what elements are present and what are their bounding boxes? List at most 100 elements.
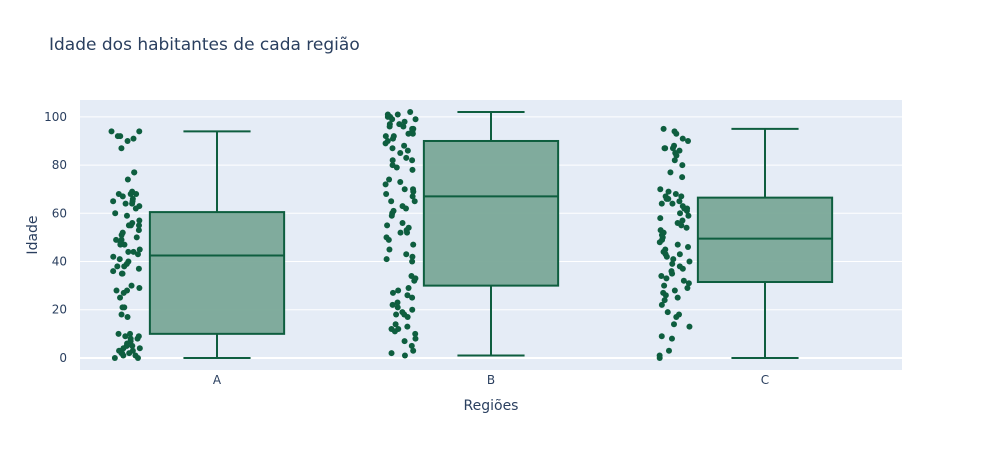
box-iqr: [696, 196, 834, 284]
x-tick-label: A: [213, 373, 222, 387]
data-point: [412, 335, 419, 342]
data-point: [118, 270, 125, 277]
data-point: [409, 258, 416, 265]
data-point: [671, 157, 678, 164]
box-C: [696, 127, 834, 359]
data-point: [129, 342, 136, 349]
data-point: [389, 157, 396, 164]
data-point: [676, 251, 683, 258]
data-point: [402, 205, 409, 212]
data-point: [676, 198, 683, 205]
data-point: [110, 268, 117, 275]
data-point: [686, 258, 693, 265]
data-point: [679, 162, 686, 169]
data-point: [661, 297, 668, 304]
data-point: [136, 128, 143, 135]
data-point: [130, 248, 137, 255]
data-point: [686, 323, 693, 330]
data-point: [119, 193, 126, 200]
data-point: [407, 109, 414, 116]
data-point: [401, 142, 408, 149]
data-point: [658, 333, 665, 340]
jitter-points: [108, 109, 693, 361]
data-point: [392, 321, 399, 328]
data-point: [113, 236, 120, 243]
data-point: [386, 246, 393, 253]
box-A: [148, 130, 286, 359]
data-point: [404, 313, 411, 320]
data-point: [674, 294, 681, 301]
data-point: [409, 157, 416, 164]
data-point: [383, 191, 390, 198]
data-point: [664, 309, 671, 316]
data-point: [679, 174, 686, 181]
data-point: [672, 191, 679, 198]
data-point: [110, 198, 117, 205]
data-point: [394, 299, 401, 306]
data-point: [405, 285, 412, 292]
data-point: [669, 200, 676, 207]
boxes: [148, 111, 834, 359]
data-point: [389, 289, 396, 296]
data-point: [385, 236, 392, 243]
data-point: [679, 217, 686, 224]
box-iqr: [148, 211, 286, 335]
data-point: [656, 354, 663, 361]
data-point: [685, 280, 692, 287]
data-point: [397, 229, 404, 236]
data-point: [127, 191, 134, 198]
data-point: [678, 193, 685, 200]
data-point: [113, 287, 120, 294]
data-point: [135, 222, 142, 229]
data-point: [135, 265, 142, 272]
data-point: [661, 282, 668, 289]
data-point: [121, 304, 128, 311]
data-point: [405, 130, 412, 137]
data-point: [394, 304, 401, 311]
data-point: [657, 215, 664, 222]
data-point: [401, 186, 408, 193]
data-point: [389, 301, 396, 308]
data-point: [124, 313, 131, 320]
data-point: [685, 244, 692, 251]
data-point: [382, 140, 389, 147]
y-tick-label: 20: [52, 303, 67, 317]
data-point: [410, 241, 417, 248]
data-point: [393, 164, 400, 171]
data-point: [386, 123, 393, 130]
data-point: [133, 234, 140, 241]
data-point: [412, 330, 419, 337]
data-point: [662, 292, 669, 299]
data-point: [134, 335, 141, 342]
y-tick-label: 100: [44, 110, 67, 124]
data-point: [403, 154, 410, 161]
data-point: [669, 270, 676, 277]
data-point: [661, 145, 668, 152]
data-point: [128, 282, 135, 289]
data-point: [660, 125, 667, 132]
data-point: [112, 210, 119, 217]
box-iqr: [422, 139, 560, 287]
data-point: [680, 277, 687, 284]
data-point: [136, 246, 143, 253]
data-point: [410, 188, 417, 195]
data-point: [669, 260, 676, 267]
data-point: [382, 133, 389, 140]
data-point: [122, 333, 129, 340]
data-point: [409, 193, 416, 200]
data-point: [136, 345, 143, 352]
data-point: [401, 338, 408, 345]
data-point: [658, 200, 665, 207]
data-point: [670, 256, 677, 263]
data-point: [399, 219, 406, 226]
data-point: [668, 335, 675, 342]
y-axis-title: Idade: [25, 215, 41, 254]
data-point: [395, 287, 402, 294]
data-point: [679, 265, 686, 272]
data-point: [124, 176, 131, 183]
data-point: [409, 253, 416, 260]
data-point: [404, 323, 411, 330]
data-point: [667, 169, 674, 176]
data-point: [401, 352, 408, 359]
data-point: [120, 352, 127, 359]
